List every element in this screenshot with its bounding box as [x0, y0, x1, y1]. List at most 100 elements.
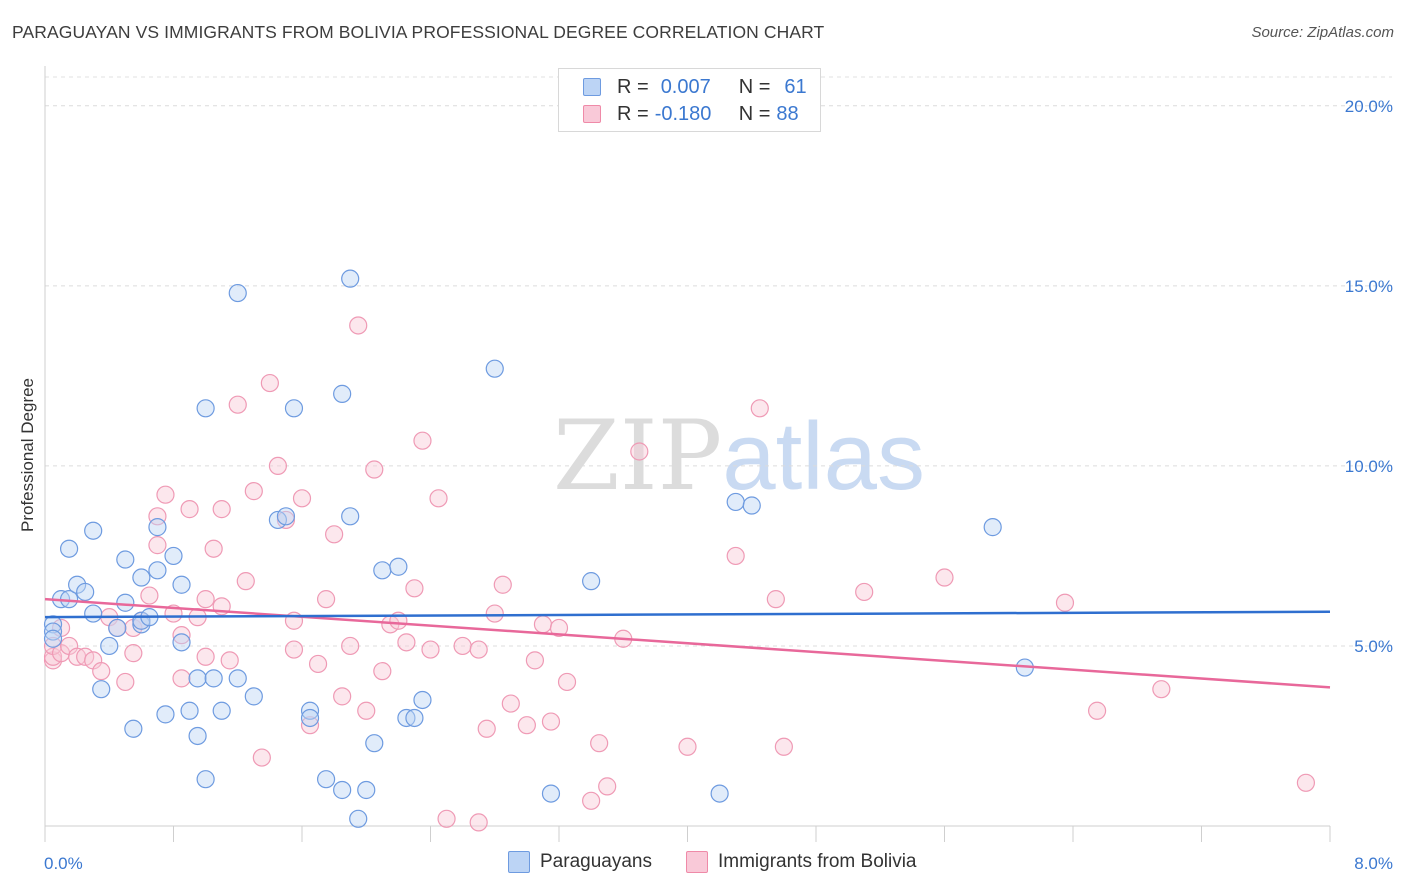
bolivia-point: [935, 568, 954, 587]
chart-source: Source: ZipAtlas.com: [1251, 24, 1394, 41]
paraguayan-point: [84, 521, 103, 540]
paraguayan-point: [300, 701, 320, 720]
y-tick-label: 10.0%: [1345, 457, 1393, 476]
legend-n-value: 61: [784, 75, 807, 98]
bolivia-point: [533, 615, 553, 634]
bolivia-point: [477, 719, 496, 738]
paraguayan-point: [341, 507, 360, 526]
bolivia-point: [252, 748, 271, 767]
paraguayan-point: [405, 708, 424, 728]
bolivia-point: [421, 640, 440, 659]
bolivia-point: [750, 399, 769, 418]
legend-n-key: N =: [738, 102, 771, 125]
bolivia-point: [260, 373, 279, 393]
bolivia-point: [172, 626, 191, 645]
bolivia-point: [373, 662, 392, 681]
bolivia-point: [236, 572, 255, 591]
bolivia-point: [244, 482, 263, 501]
bolivia-point: [228, 395, 247, 414]
tick-labels: 5.0% 10.0% 15.0% 20.0% 0.0% 8.0%: [44, 97, 1393, 873]
paraguayan-point: [582, 572, 601, 591]
bottom-legend-paraguayans: Paraguayans: [508, 851, 652, 873]
bolivia-point: [116, 672, 135, 692]
bolivia-point: [124, 644, 143, 663]
bolivia-legend-label: Immigrants from Bolivia: [718, 851, 917, 872]
paraguayan-point: [196, 770, 215, 789]
paraguayan-point: [196, 399, 215, 418]
paraguayan-point: [43, 622, 63, 641]
paraguayans-legend-label: Paraguayans: [540, 851, 652, 872]
paraguayan-point: [59, 539, 79, 558]
legend-r-key: R =: [617, 102, 649, 125]
paraguayan-point: [284, 399, 304, 418]
bolivia-point: [598, 777, 617, 796]
paraguayan-point: [124, 719, 143, 738]
paraguayans-legend-swatch: [508, 851, 530, 873]
bolivia-point: [196, 647, 215, 666]
paraguayan-point: [156, 705, 175, 724]
paraguayan-point: [148, 518, 167, 537]
bolivia-point: [148, 536, 167, 555]
bolivia-point: [1087, 701, 1107, 720]
paraguayan-point: [43, 629, 63, 648]
bolivia-point: [429, 489, 448, 508]
trend-lines: [44, 597, 1331, 689]
paraguayan-point: [742, 496, 761, 515]
legend-r-key: R =: [617, 75, 649, 98]
bolivia-point: [549, 618, 569, 638]
paraguayan-point: [148, 561, 167, 580]
bolivia-point: [630, 442, 649, 461]
legend-row-bolivia: R = -0.180 N = 88: [583, 101, 799, 127]
paraguayan-point: [983, 518, 1002, 537]
bolivia-point: [541, 712, 561, 731]
paraguayan-point: [341, 269, 360, 288]
paraguayan-point: [228, 669, 247, 688]
legend-r-value: 0.007: [660, 75, 711, 98]
bolivia-point: [517, 716, 536, 735]
legend-n-value: 88: [776, 102, 799, 125]
bolivia-point: [582, 791, 601, 810]
paraguayan-point: [172, 575, 191, 594]
bolivia-point: [726, 546, 745, 566]
bolivia-point: [1296, 773, 1316, 792]
bolivia-point: [1152, 680, 1171, 699]
bolivia-point: [220, 651, 239, 670]
bolivia-point: [292, 489, 312, 508]
paraguayan-point: [164, 546, 183, 566]
paraguayan-point: [333, 384, 352, 403]
paraguayan-points: [43, 269, 1034, 828]
paraguayan-trend-line: [44, 610, 1331, 619]
bolivia-point: [590, 734, 609, 753]
bolivia-point: [1055, 593, 1075, 612]
bolivia-point: [349, 316, 368, 335]
paraguayan-point: [43, 615, 63, 634]
bolivia-point: [413, 431, 432, 450]
bolivia-point: [405, 579, 424, 598]
y-tick-label: 20.0%: [1345, 97, 1393, 116]
bolivia-point: [525, 651, 545, 670]
correlation-legend: R = 0.007 N = 61 R = -0.180 N = 88: [558, 68, 821, 132]
bolivia-point: [140, 586, 159, 605]
bolivia-point: [493, 575, 512, 594]
bolivia-point: [557, 672, 577, 692]
paraguayans-swatch: [583, 78, 601, 96]
bottom-legend-bolivia: Immigrants from Bolivia: [686, 851, 917, 873]
paraguayan-point: [84, 604, 103, 623]
bolivia-point: [300, 716, 320, 735]
paraguayan-point: [188, 669, 207, 688]
gridlines: [45, 76, 1392, 647]
paraguayan-point: [333, 780, 352, 800]
bolivia-point: [501, 694, 520, 713]
bolivia-point: [397, 633, 416, 652]
legend-r-value: -0.180: [654, 102, 712, 125]
bolivia-point: [365, 460, 384, 479]
bolivia-point: [308, 654, 328, 674]
bolivia-point: [855, 582, 874, 602]
paraguayan-point: [116, 593, 135, 612]
paraguayan-point: [244, 687, 263, 706]
bolivia-point: [766, 590, 785, 609]
bolivia-point: [469, 813, 488, 832]
legend-row-paraguayans: R = 0.007 N = 61: [583, 74, 807, 100]
bolivia-point: [325, 525, 344, 544]
